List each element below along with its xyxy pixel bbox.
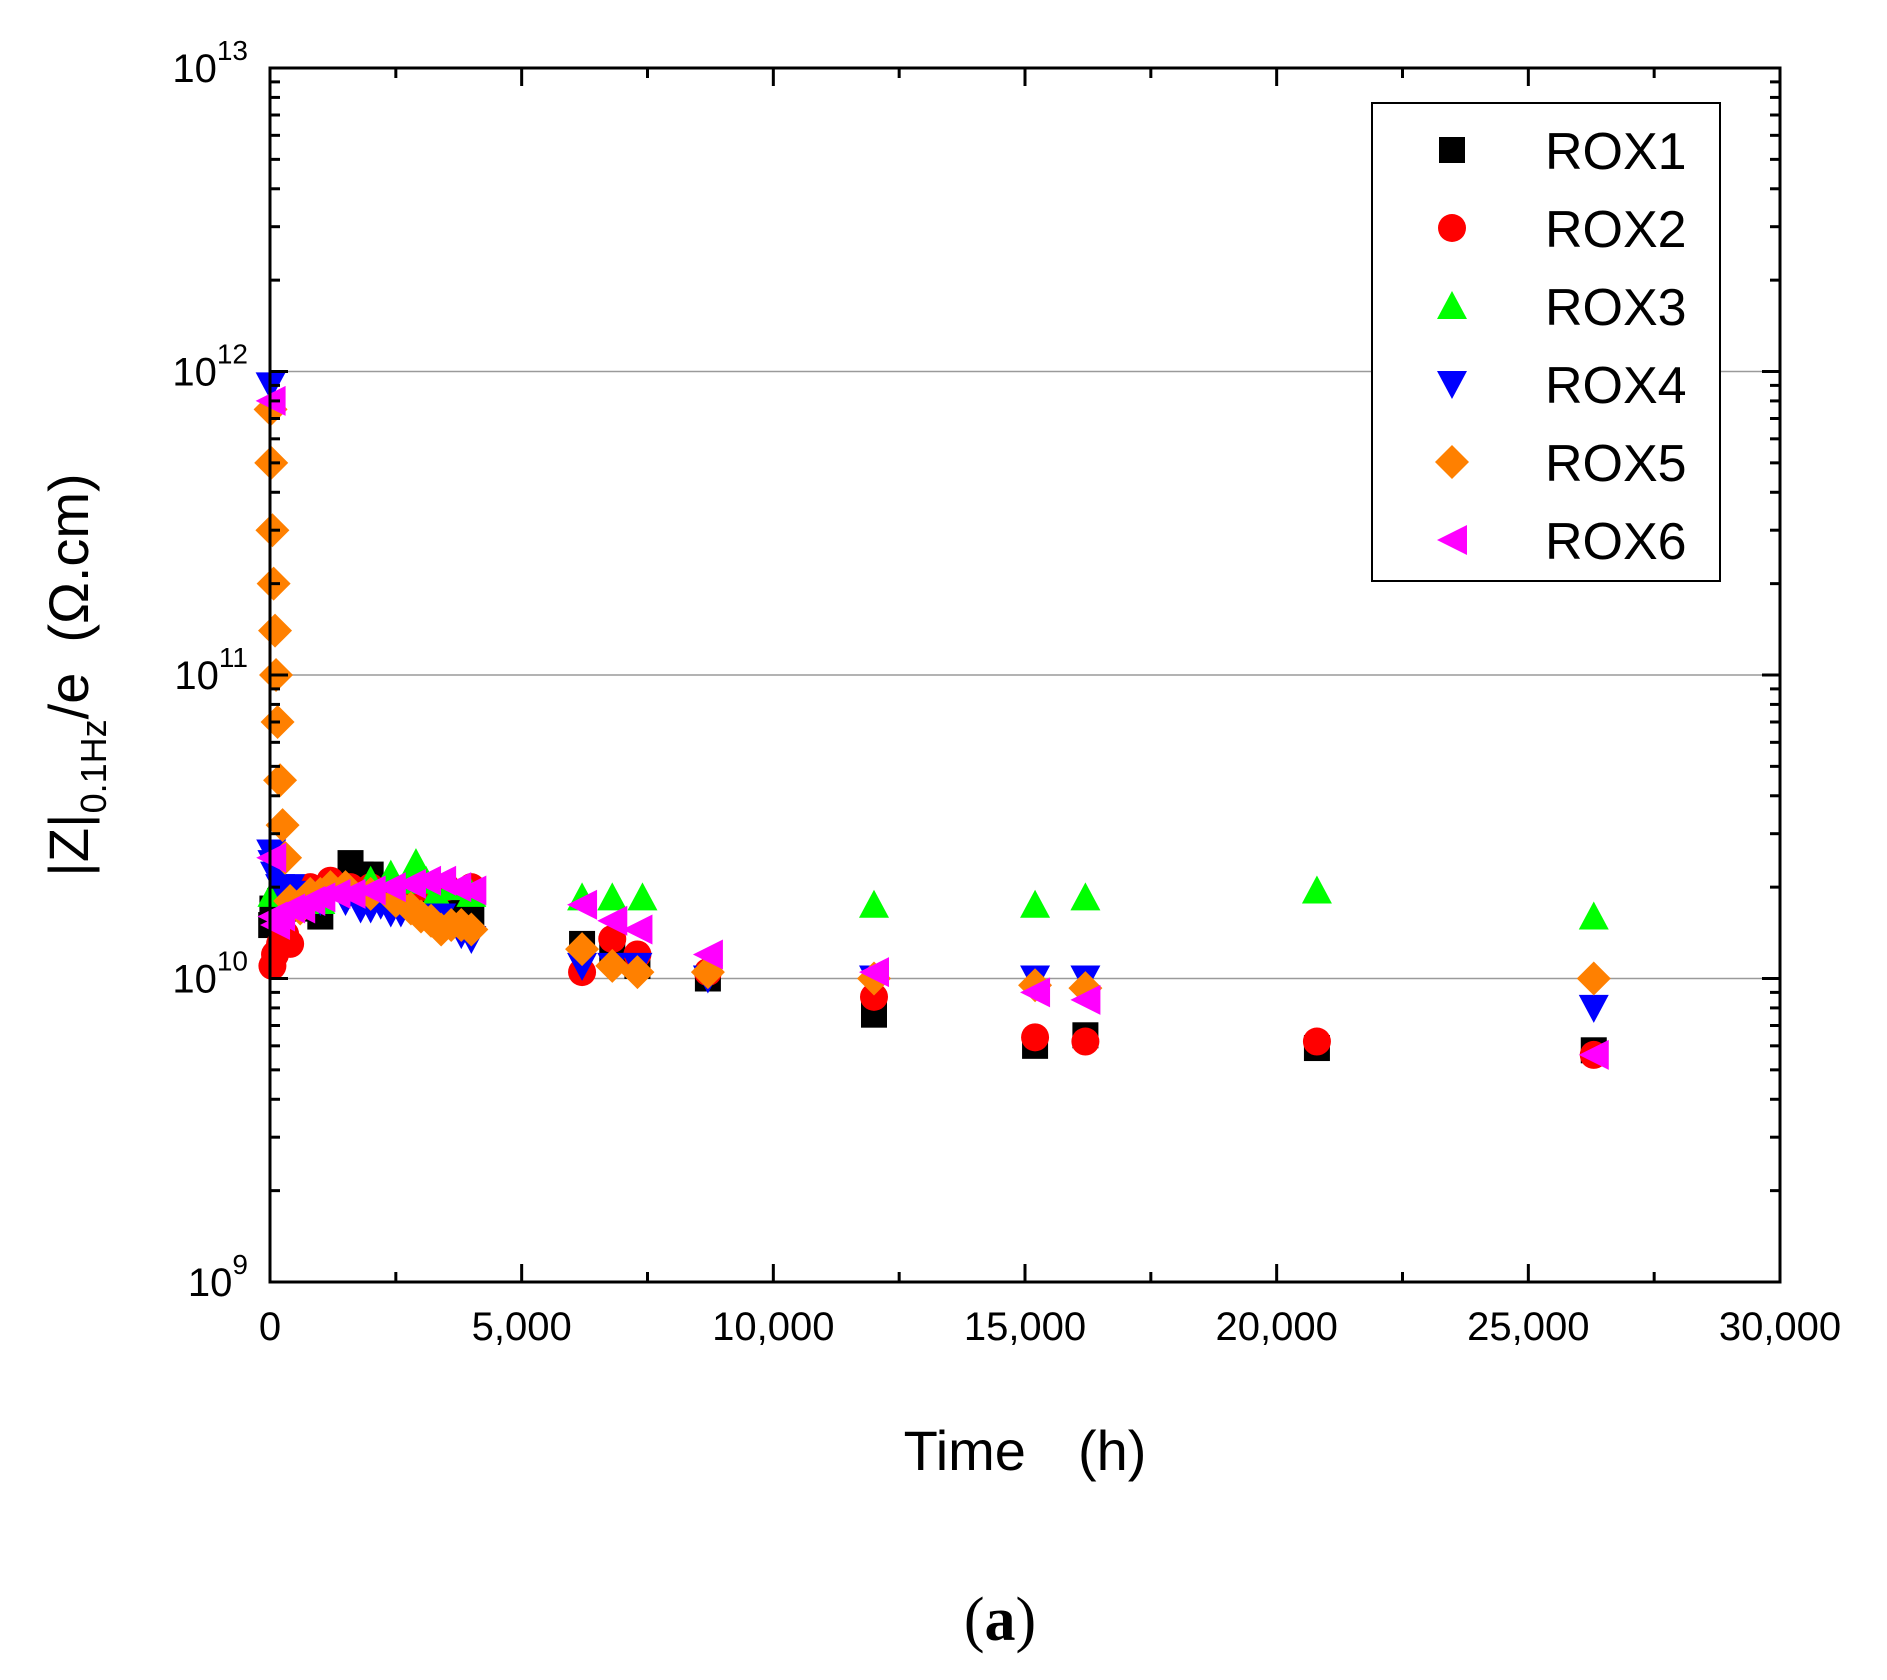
data-point	[622, 914, 653, 945]
y-tick-label: 1013	[172, 35, 248, 91]
data-point	[565, 932, 600, 967]
data-point	[620, 955, 655, 990]
legend-label-rox2: ROX2	[1545, 201, 1687, 259]
legend-marker-rox4	[1437, 371, 1467, 399]
legend: ROX1 ROX2 ROX3 ROX4 ROX5 ROX6	[1371, 102, 1721, 582]
data-point	[305, 882, 336, 913]
data-point	[263, 763, 298, 798]
data-point	[1578, 901, 1609, 930]
legend-marker-rox6	[1437, 525, 1467, 555]
data-point	[860, 982, 888, 1011]
data-point	[692, 939, 723, 970]
data-point	[400, 848, 431, 877]
data-point	[276, 929, 305, 958]
y-tick-label: 109	[188, 1249, 248, 1305]
data-point	[456, 875, 487, 906]
x-tick-label: 30,000	[1719, 1305, 1841, 1349]
data-point	[1302, 1027, 1331, 1056]
data-point	[859, 957, 889, 988]
data-point	[395, 868, 426, 899]
data-point	[1578, 994, 1609, 1023]
y-tick-label: 1010	[172, 946, 248, 1002]
data-point	[1020, 977, 1051, 1008]
data-point	[597, 905, 628, 936]
legend-label-rox6: ROX6	[1545, 513, 1687, 571]
x-tick-label: 5,000	[472, 1305, 572, 1349]
data-layer	[253, 372, 1611, 1070]
x-tick-label: 10,000	[712, 1305, 834, 1349]
data-point	[355, 875, 386, 906]
series-rox6	[255, 385, 1609, 1070]
data-point	[320, 878, 351, 909]
x-tick-label: 20,000	[1215, 1305, 1337, 1349]
x-tick-label: 0	[259, 1305, 281, 1349]
legend-marker-rox5	[1435, 445, 1469, 479]
data-point	[597, 882, 628, 911]
panel-label: (a)	[964, 1586, 1036, 1654]
data-point	[375, 872, 406, 903]
x-axis-title: Time (h)	[904, 1419, 1147, 1482]
legend-label-rox3: ROX3	[1545, 279, 1687, 337]
legend-label-rox5: ROX5	[1545, 435, 1687, 493]
legend-marker-rox3	[1437, 291, 1467, 319]
data-point	[595, 948, 630, 983]
legend-label-rox1: ROX1	[1545, 123, 1687, 181]
data-point	[441, 872, 472, 903]
data-point	[1578, 1039, 1609, 1070]
data-point	[567, 952, 598, 981]
y-tick-label: 1012	[172, 339, 248, 395]
legend-label-rox4: ROX4	[1545, 357, 1687, 415]
data-point	[1070, 882, 1101, 911]
data-point	[335, 878, 366, 909]
y-axis-title: |Z|0.1Hz/e(Ω.cm)	[37, 473, 114, 876]
data-point	[411, 865, 442, 896]
data-point	[1020, 889, 1051, 918]
x-tick-label: 25,000	[1467, 1305, 1589, 1349]
legend-marker-rox2	[1438, 214, 1466, 242]
data-point	[1301, 875, 1332, 904]
data-point	[567, 889, 598, 920]
data-point	[258, 613, 293, 648]
data-point	[598, 924, 627, 953]
data-point	[454, 912, 489, 947]
data-point	[1070, 984, 1101, 1015]
legend-marker-rox1	[1439, 137, 1465, 163]
y-tick-label: 1011	[174, 642, 248, 698]
legend-box	[1371, 102, 1721, 582]
data-point	[859, 889, 889, 918]
data-point	[627, 882, 658, 911]
data-point	[1021, 1023, 1050, 1052]
data-point	[1576, 961, 1611, 996]
data-point	[1071, 1027, 1100, 1056]
tick-layer: 109 1010 1011 1012 1013 0 5,000 10,000 15,000 20,…	[172, 35, 1841, 1349]
x-tick-label: 15,000	[964, 1305, 1086, 1349]
